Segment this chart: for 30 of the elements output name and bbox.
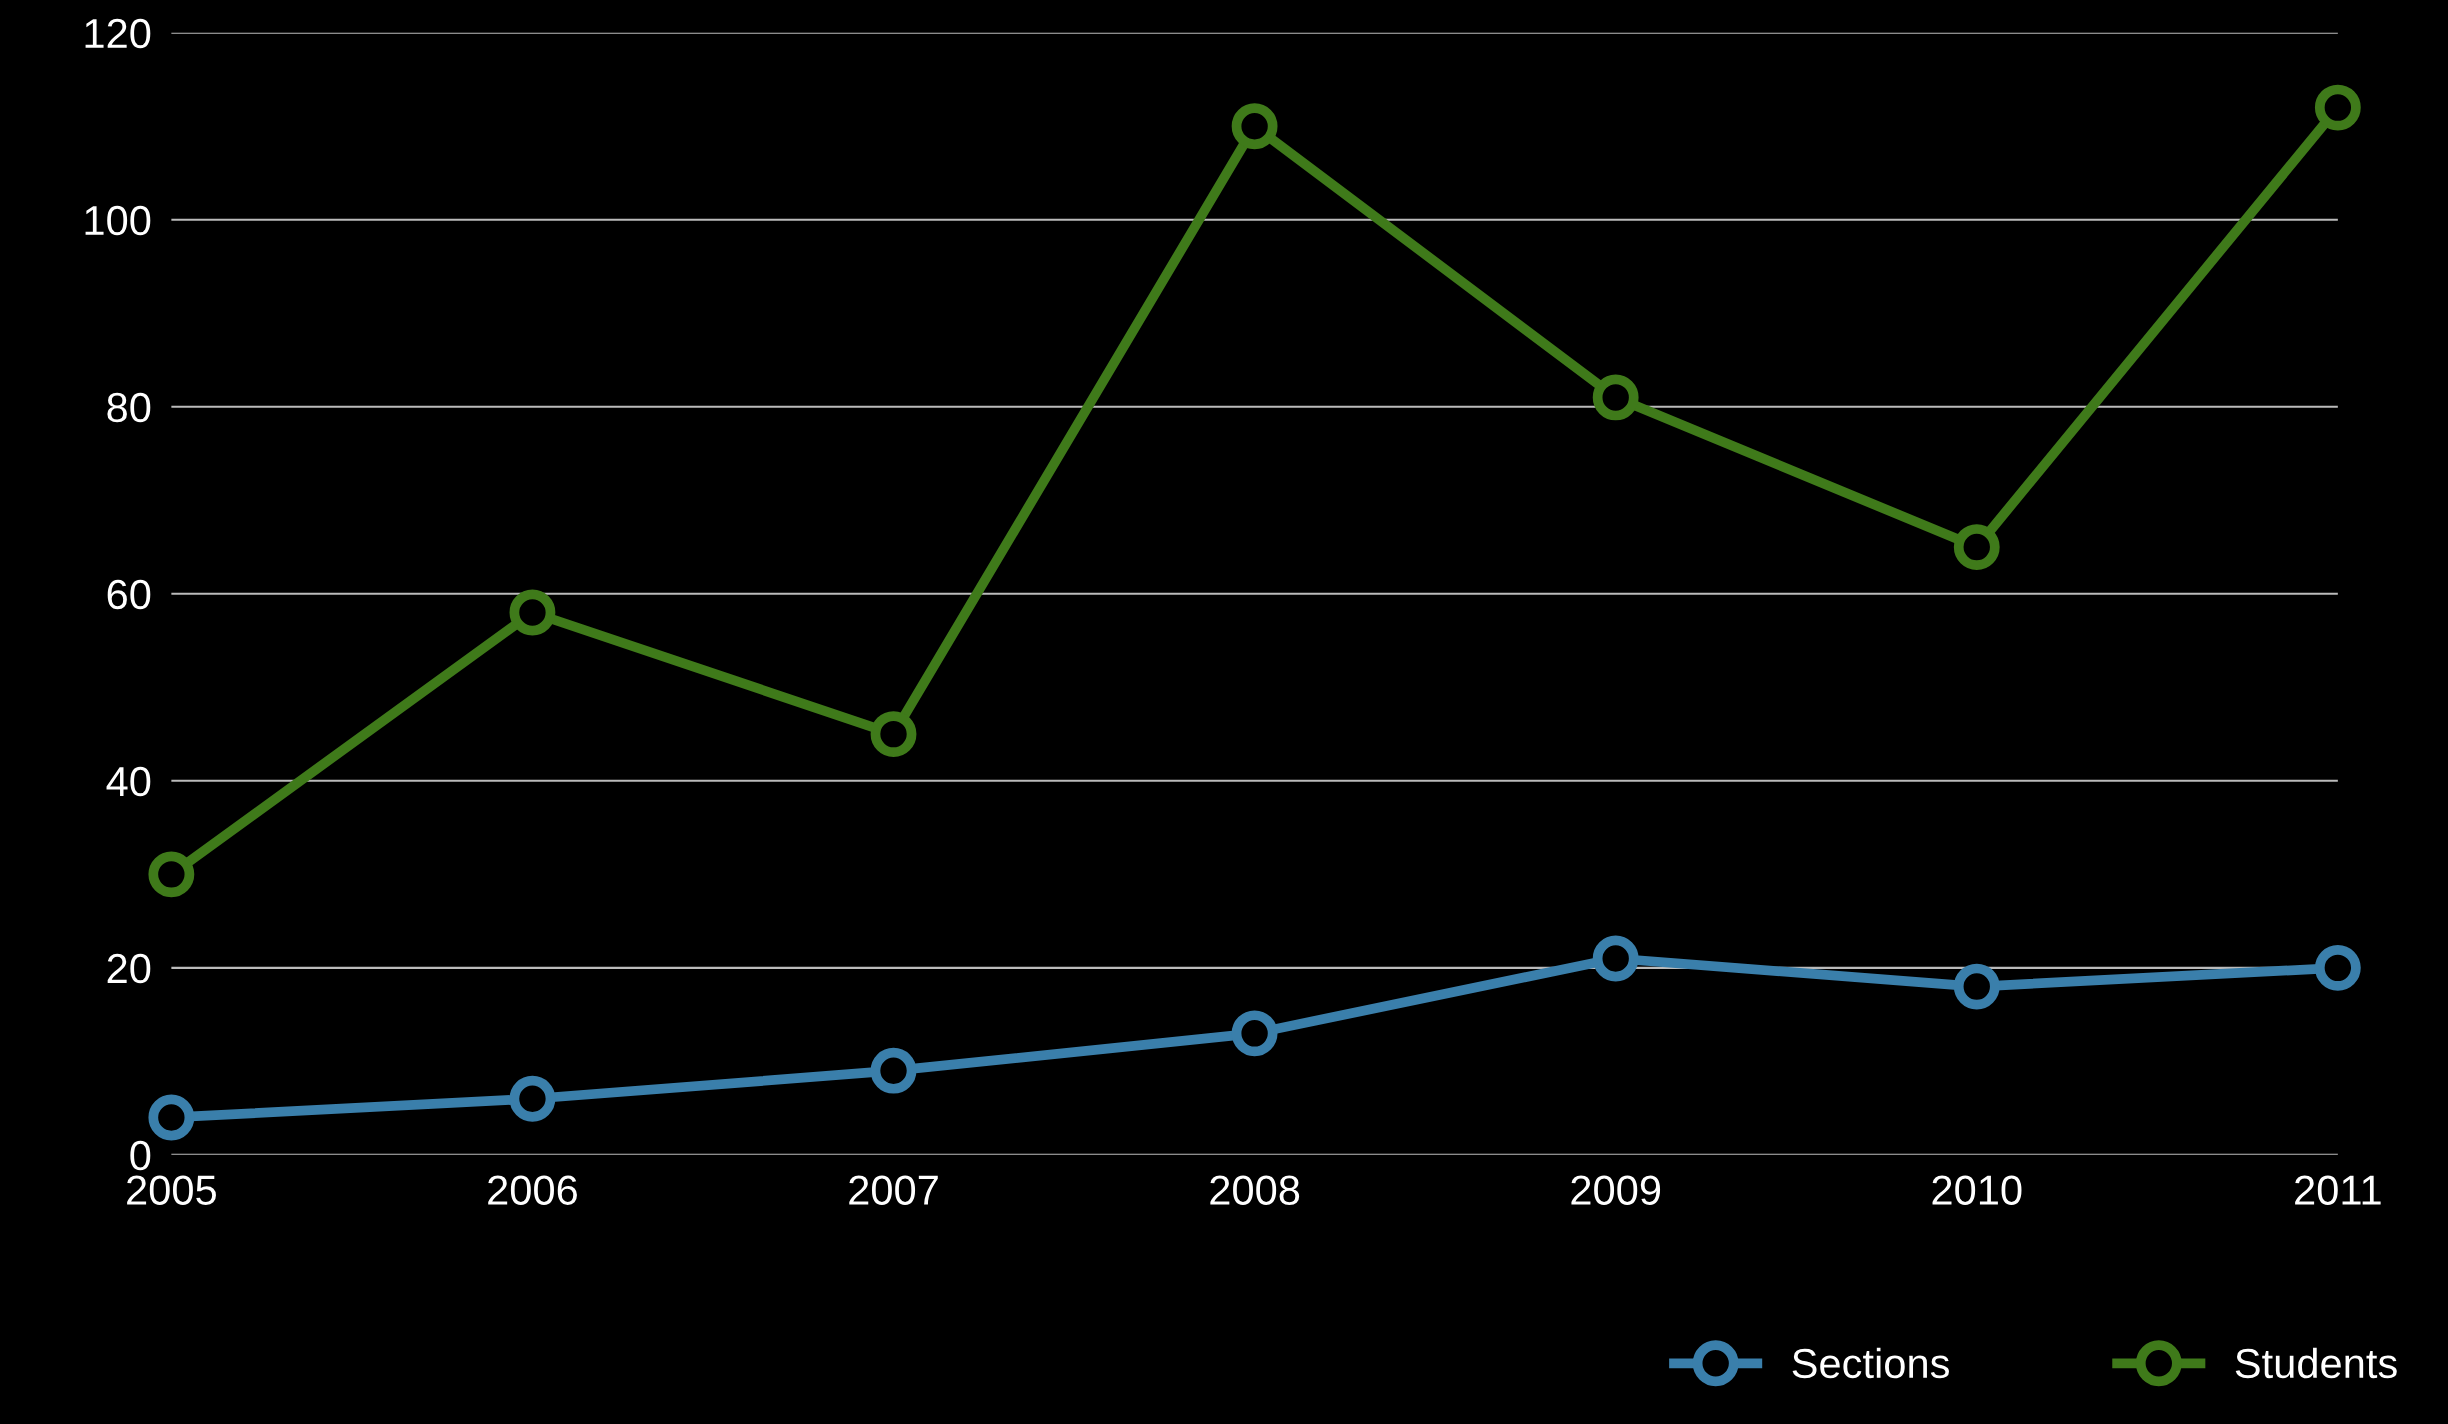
point [148,851,195,898]
point [870,1047,917,1094]
y-tick-label: 40 [106,766,151,797]
point [509,1075,556,1122]
y-tick-label: 60 [107,579,151,610]
x-tick-label: 2011 [2295,1175,2381,1205]
point [509,589,556,636]
x-tick-label: 2007 [849,1175,938,1205]
point [1953,963,2000,1010]
y-tick-label: 80 [107,392,151,423]
y-tick-label: 120 [85,18,151,49]
point [2314,944,2361,991]
point [1231,1010,1278,1057]
x-tick-label: 2005 [127,1175,216,1205]
point [1953,524,2000,570]
point [870,711,917,757]
legend-label: Students [2235,1347,2397,1379]
x-tick-label: 2008 [1210,1175,1300,1205]
point [2314,84,2361,131]
point [1231,103,1278,150]
y-tick-label: 100 [85,205,151,236]
legend-label: Sections [1792,1347,1949,1379]
point [1592,935,1639,982]
point [1592,374,1639,421]
y-tick-label: 20 [107,953,151,984]
x-tick-label: 2006 [488,1175,577,1205]
x-tick-label: 2010 [1932,1175,2022,1205]
y-tick-label: 0 [130,1140,151,1171]
point [148,1094,195,1141]
x-tick-label: 2009 [1571,1175,1661,1205]
